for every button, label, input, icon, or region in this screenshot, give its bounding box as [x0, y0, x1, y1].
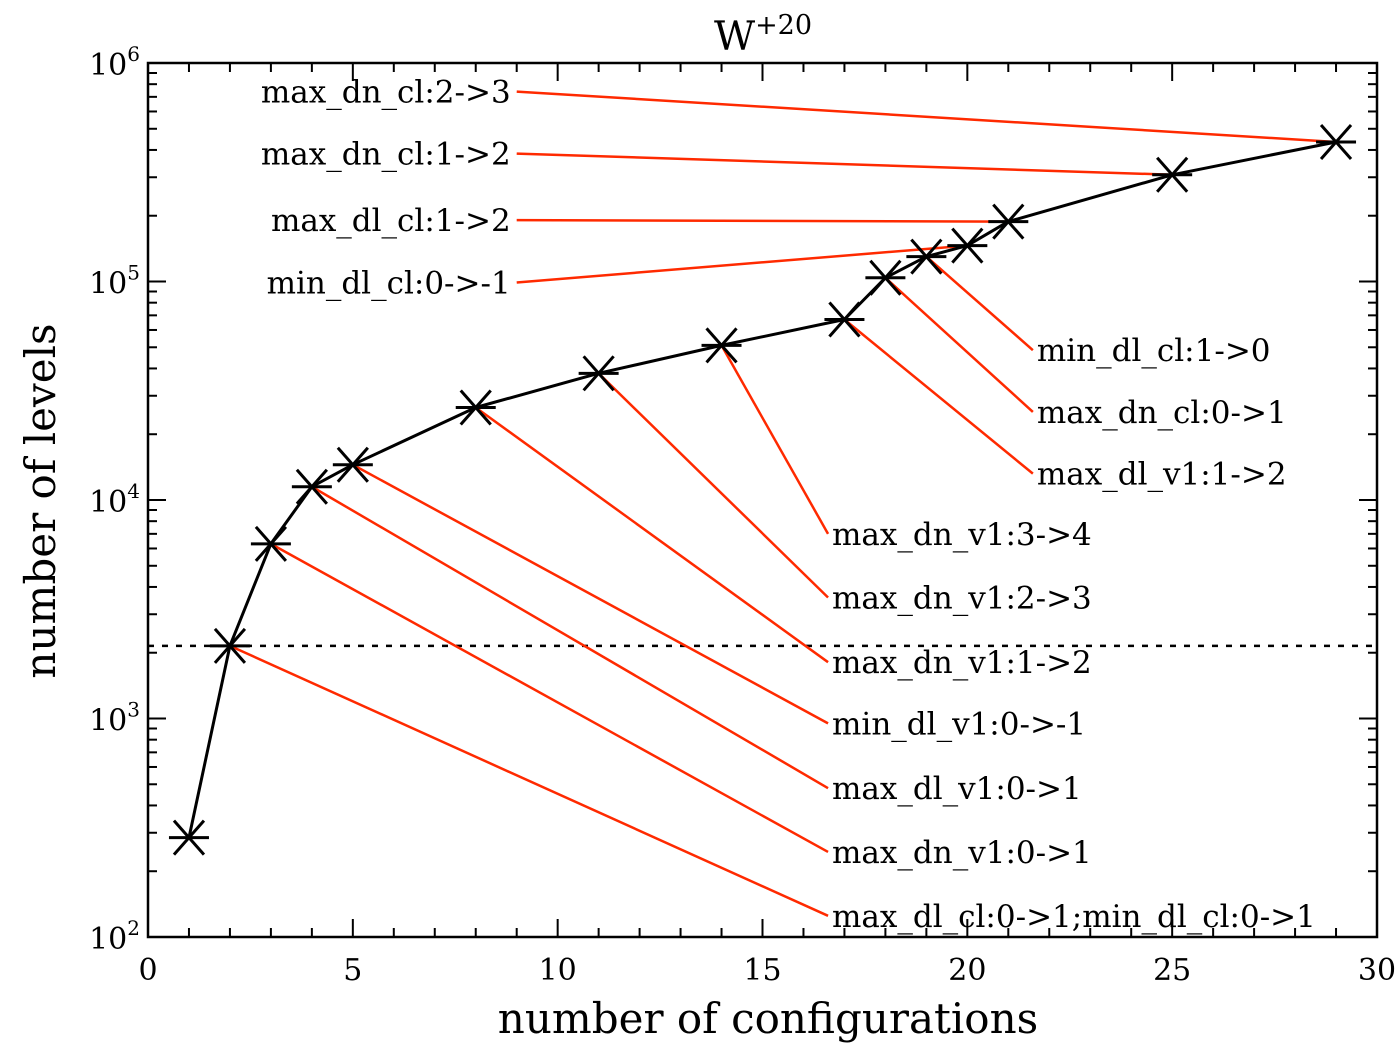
- marker-stroke: [295, 468, 328, 505]
- marker-stroke: [828, 301, 861, 338]
- y-tick-label-base: 10: [89, 704, 127, 739]
- y-axis-title: number of levels: [16, 323, 65, 678]
- annotation-label: max_dn_v1:2->3: [832, 580, 1092, 616]
- annotation-labels-layer: max_dn_cl:2->3 max_dn_cl:1->2 max_dl_cl:1-…: [261, 75, 1316, 935]
- data-point-marker: [209, 627, 250, 664]
- leader-line: [925, 255, 1034, 352]
- annotation-label: max_dn_cl:0->1: [1037, 395, 1287, 431]
- annotation-label: max_dl_cl:0->1;min_dl_cl:0->1: [832, 899, 1316, 935]
- leader-line: [516, 218, 1009, 223]
- annotation-label: max_dn_v1:1->2: [832, 645, 1092, 681]
- data-point-marker: [578, 355, 619, 392]
- marker-stroke: [582, 355, 615, 392]
- data-point-marker: [988, 203, 1029, 240]
- x-tick-label: 20: [948, 953, 986, 988]
- leader-line: [270, 542, 829, 854]
- marker-stroke: [992, 203, 1025, 240]
- data-point-marker: [1316, 123, 1357, 160]
- marker-stroke: [336, 446, 369, 483]
- data-point-marker: [455, 389, 496, 426]
- annotation-label: max_dn_v1:3->4: [832, 517, 1092, 553]
- y-tick-label-base: 10: [89, 48, 127, 83]
- leader-line: [597, 372, 829, 599]
- x-tick-label: 0: [138, 953, 157, 988]
- y-tick-label-exponent: 5: [127, 261, 140, 285]
- leader-line: [843, 318, 1034, 475]
- y-tick-label: 104: [89, 479, 140, 520]
- data-point-marker: [1152, 156, 1193, 193]
- annotation-label: max_dl_v1:0->1: [832, 771, 1082, 807]
- data-point-marker: [291, 468, 332, 505]
- chart-title: W+20: [714, 10, 812, 60]
- annotation-label: min_dl_cl:0->-1: [267, 265, 511, 301]
- y-tick-label: 105: [89, 261, 140, 302]
- x-tick-label: 15: [743, 953, 781, 988]
- data-point-marker: [824, 301, 865, 338]
- chart-title-base: W: [714, 14, 755, 60]
- y-tick-label-base: 10: [89, 267, 127, 302]
- marker-stroke: [459, 389, 492, 426]
- marker-stroke: [254, 525, 288, 562]
- marker-stroke: [910, 238, 943, 275]
- leader-line: [229, 644, 829, 917]
- leader-line: [311, 485, 829, 790]
- leader-line: [475, 406, 829, 664]
- y-tick-label: 103: [89, 698, 140, 739]
- marker-stroke: [869, 259, 902, 296]
- data-point-marker: [701, 327, 742, 364]
- data-point-marker: [906, 238, 947, 275]
- marker-stroke: [213, 627, 247, 664]
- y-tick-label: 106: [89, 42, 140, 83]
- x-axis-title: number of configurations: [498, 994, 1038, 1043]
- marker-stroke: [172, 819, 206, 856]
- annotation-label: max_dn_v1:0->1: [832, 835, 1092, 871]
- marker-stroke: [1156, 156, 1189, 193]
- chart-title-superscript: +20: [755, 10, 812, 41]
- x-tick-label: 5: [343, 953, 362, 988]
- leader-line: [352, 463, 829, 725]
- annotation-label: min_dl_cl:1->0: [1037, 333, 1271, 369]
- y-tick-label-exponent: 3: [127, 698, 140, 722]
- marker-stroke: [1319, 123, 1353, 160]
- leader-lines-layer: [229, 90, 1337, 917]
- data-point-marker: [947, 227, 988, 264]
- x-tick-label: 25: [1153, 953, 1191, 988]
- data-point-marker: [865, 259, 906, 296]
- x-tick-label: 30: [1358, 953, 1396, 988]
- y-tick-label-exponent: 6: [127, 42, 140, 66]
- leader-line: [516, 152, 1173, 177]
- leader-line: [516, 244, 968, 284]
- y-tick-label-base: 10: [89, 922, 127, 957]
- annotation-label: max_dn_cl:1->2: [261, 137, 511, 173]
- leader-line: [720, 344, 830, 535]
- y-tick-label-exponent: 2: [127, 916, 140, 940]
- annotation-label: max_dn_cl:2->3: [261, 75, 511, 111]
- y-tick-label-exponent: 4: [127, 479, 140, 503]
- x-tick-label: 10: [539, 953, 577, 988]
- marker-stroke: [951, 227, 984, 264]
- data-point-marker: [250, 525, 291, 562]
- leader-line: [884, 276, 1034, 413]
- data-point-marker: [332, 446, 373, 483]
- marker-stroke: [705, 327, 738, 364]
- leader-line: [516, 90, 1337, 144]
- annotation-label: max_dl_v1:1->2: [1037, 457, 1287, 493]
- data-point-marker: [168, 819, 209, 856]
- annotation-label: min_dl_v1:0->-1: [832, 706, 1086, 742]
- y-tick-label: 102: [89, 916, 140, 957]
- y-tick-label-base: 10: [89, 485, 127, 520]
- annotation-label: max_dl_cl:1->2: [271, 203, 511, 239]
- series-layer: [168, 123, 1357, 856]
